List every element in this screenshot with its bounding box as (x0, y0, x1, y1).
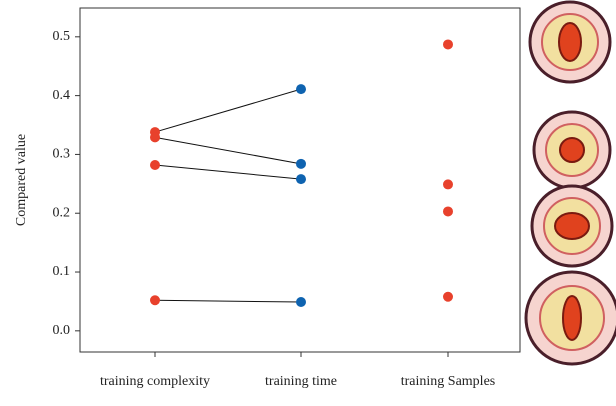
y-tick-label: 0.1 (53, 264, 71, 279)
y-axis-label: Compared value (14, 134, 29, 226)
x-tick-label: training time (265, 374, 337, 389)
connector (155, 89, 301, 132)
y-tick-label: 0.3 (53, 147, 71, 162)
y-tick-label: 0.5 (53, 29, 71, 44)
vessel-icon (534, 112, 610, 188)
point (443, 206, 453, 216)
point (150, 160, 160, 170)
point (296, 174, 306, 184)
illustrations (526, 2, 616, 364)
point (296, 297, 306, 307)
y-tick-label: 0.4 (53, 88, 71, 103)
connector (155, 165, 301, 179)
connector (155, 300, 301, 302)
vessel-icon (526, 272, 616, 364)
vessel-icon (532, 186, 612, 266)
x-tick-label: training complexity (100, 374, 210, 389)
point (150, 132, 160, 142)
point (150, 295, 160, 305)
y-tick-label: 0.2 (53, 205, 71, 220)
vessel-icon (530, 2, 610, 82)
point (443, 179, 453, 189)
point (296, 159, 306, 169)
x-tick-label: training Samples (401, 374, 496, 389)
connector (155, 137, 301, 163)
point (443, 39, 453, 49)
point (296, 84, 306, 94)
point (443, 292, 453, 302)
page: {"chart_data": {"type": "dot", "y_label"… (0, 0, 616, 406)
y-tick-label: 0.0 (53, 323, 71, 338)
chart: Compared value 0.0 0.1 0.2 0.3 0.4 0.5 trainin… (0, 0, 616, 406)
